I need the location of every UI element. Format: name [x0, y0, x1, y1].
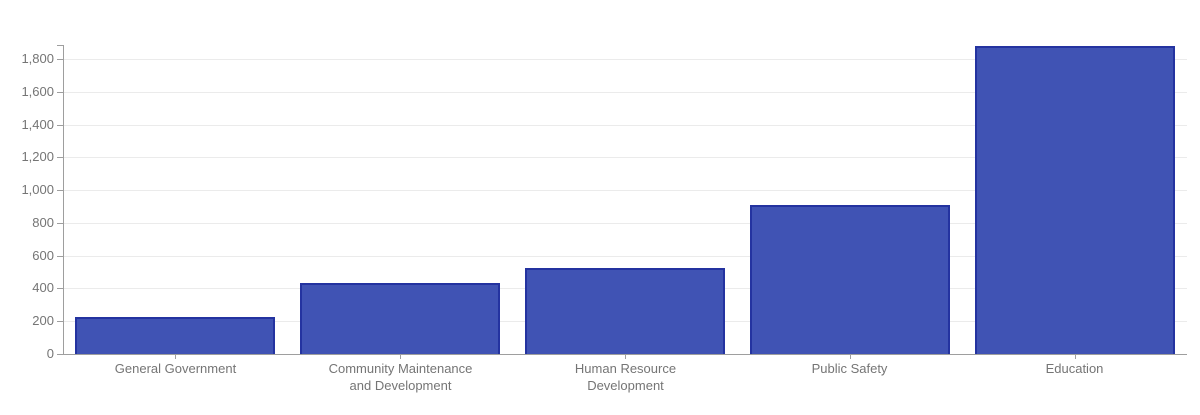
x-axis-label-community-maintenance-and-development: Community Maintenance and Development: [288, 360, 513, 394]
x-axis-tick: [850, 355, 851, 359]
y-axis-tick: [57, 256, 63, 257]
x-axis-label-education: Education: [962, 360, 1187, 377]
y-axis-label: 800: [32, 215, 54, 230]
x-axis-label-line: Development: [587, 378, 664, 393]
x-axis-label-line: Public Safety: [811, 361, 888, 376]
y-axis-tick: [57, 288, 63, 289]
bar-community-maintenance-and-development[interactable]: [300, 283, 500, 354]
y-axis-label: 1,600: [21, 84, 54, 99]
x-axis-label-public-safety: Public Safety: [737, 360, 962, 377]
y-axis-label: 1,400: [21, 117, 54, 132]
y-axis-tick: [57, 354, 63, 355]
y-axis-label: 200: [32, 313, 54, 328]
y-axis-tick: [57, 223, 63, 224]
bar-general-government[interactable]: [75, 317, 275, 354]
y-axis-label: 0: [46, 346, 54, 361]
y-axis-tick: [57, 125, 63, 126]
bar-education[interactable]: [975, 46, 1175, 354]
y-axis-label: 1,000: [21, 182, 54, 197]
y-axis-tick: [57, 92, 63, 93]
gridline: [63, 92, 1187, 93]
y-axis-label: 1,800: [21, 51, 54, 66]
gridline: [63, 59, 1187, 60]
bar-human-resource-development[interactable]: [525, 268, 725, 354]
y-axis-tick: [57, 321, 63, 322]
x-axis-label-line: Community Maintenance: [328, 361, 473, 376]
gridline: [63, 125, 1187, 126]
y-axis-tick: [57, 190, 63, 191]
x-axis-label-line: Human Resource: [574, 361, 677, 376]
x-axis-label-line: General Government: [114, 361, 237, 376]
x-axis-tick: [625, 355, 626, 359]
y-axis-label: 600: [32, 248, 54, 263]
gridline: [63, 157, 1187, 158]
y-axis-top-tick: [57, 45, 63, 46]
x-axis-tick: [400, 355, 401, 359]
y-axis-line: [63, 45, 64, 354]
x-axis-label-line: Education: [1045, 361, 1104, 376]
x-axis-label-line: and Development: [349, 378, 452, 393]
y-axis-tick: [57, 157, 63, 158]
gridline: [63, 190, 1187, 191]
x-axis-label-human-resource-development: Human Resource Development: [513, 360, 738, 394]
gridline: [63, 256, 1187, 257]
y-axis-label: 400: [32, 280, 54, 295]
y-axis-tick: [57, 59, 63, 60]
bar-public-safety[interactable]: [750, 205, 950, 354]
x-axis-label-general-government: General Government: [63, 360, 288, 377]
y-axis-label: 1,200: [21, 149, 54, 164]
x-axis-tick: [1075, 355, 1076, 359]
x-axis-line: [63, 354, 1187, 355]
x-axis-tick: [175, 355, 176, 359]
gridline: [63, 223, 1187, 224]
